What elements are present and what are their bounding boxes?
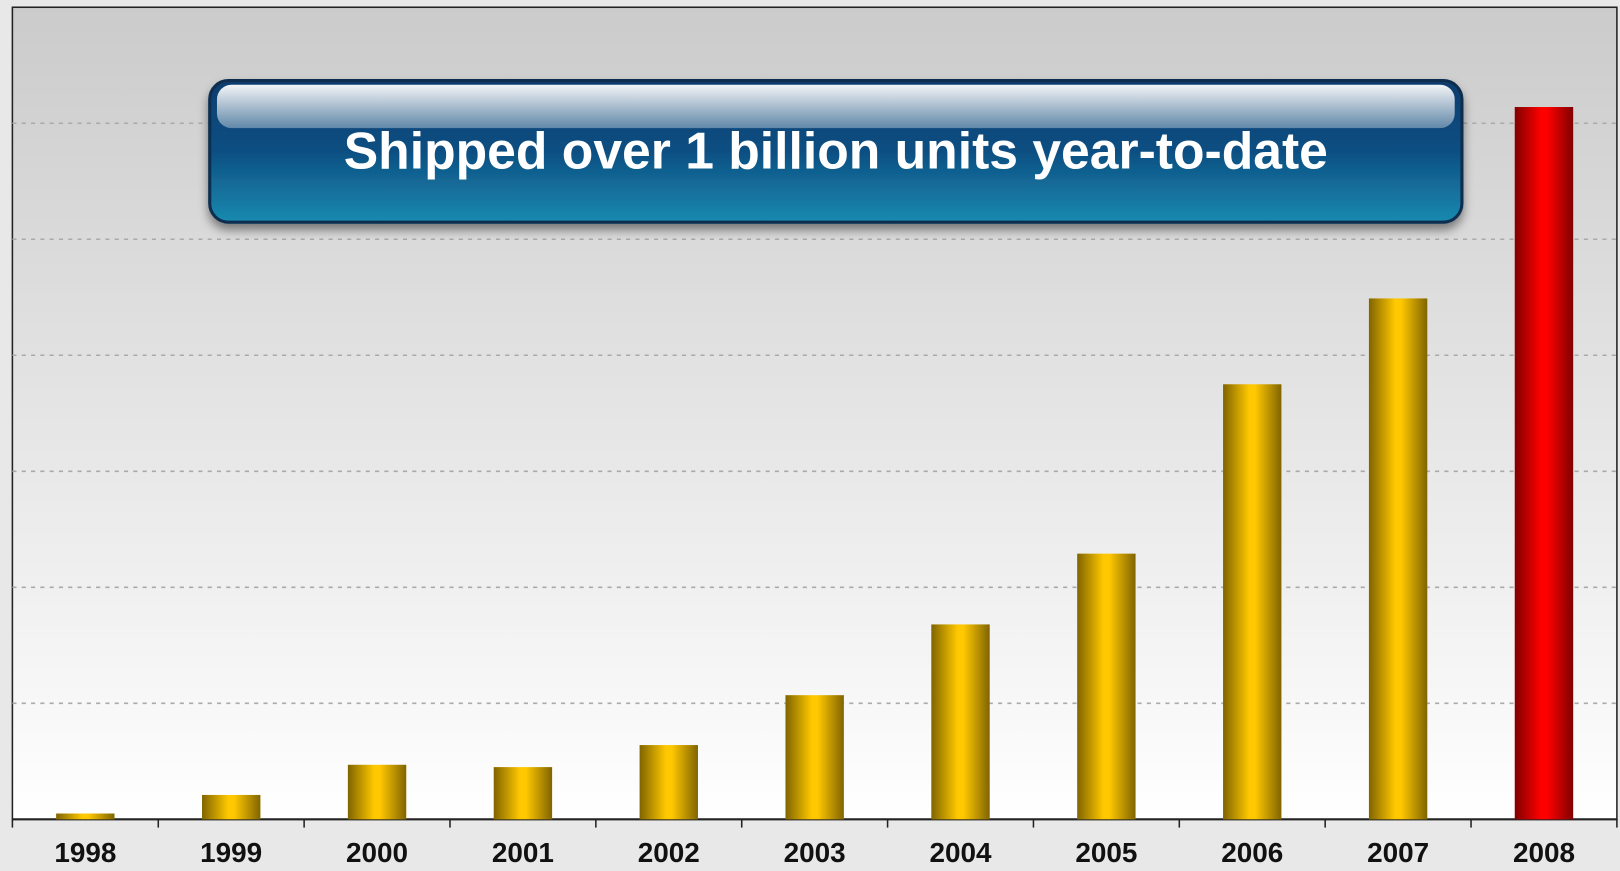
bar-shade	[202, 794, 261, 820]
x-tick-label: 2002	[638, 837, 700, 868]
bar-shade	[1223, 384, 1282, 820]
bar-shade	[639, 745, 698, 820]
x-tick-label: 1999	[200, 837, 262, 868]
bar-shade	[56, 813, 115, 820]
x-tick-label: 2001	[492, 837, 554, 868]
x-tick-label: 2005	[1075, 837, 1137, 868]
x-tick-label: 2006	[1221, 837, 1283, 868]
x-tick-label: 2008	[1513, 837, 1575, 868]
x-tick-label: 1998	[54, 837, 116, 868]
bar-shade	[493, 767, 553, 820]
x-tick-label: 2007	[1367, 837, 1429, 868]
x-tick-label: 2003	[784, 837, 846, 868]
bar-shade	[347, 764, 407, 820]
bar-shade	[1077, 553, 1136, 820]
bar-shade	[1368, 298, 1428, 820]
annotation: Shipped over 1 billion units year-to-dat…	[344, 122, 1328, 180]
bar-shade	[931, 624, 990, 820]
bar-shade	[785, 695, 844, 820]
x-tick-label: 2004	[930, 837, 993, 868]
x-tick-label: 2000	[346, 837, 408, 868]
banner	[208, 79, 1464, 224]
bar-shade	[1514, 107, 1574, 820]
